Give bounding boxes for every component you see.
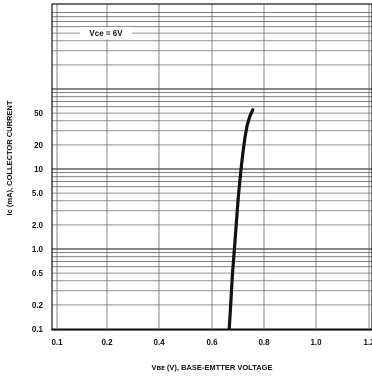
annotation-backdrop xyxy=(80,27,132,40)
y-tick-label: 0.5 xyxy=(32,269,44,278)
x-tick-labels: 0.1 0.2 0.4 0.6 0.8 1.0 1.2 xyxy=(51,338,372,347)
grid xyxy=(52,4,372,330)
y-tick-label: 0.2 xyxy=(32,301,44,310)
x-tick-label: 0.6 xyxy=(206,338,218,347)
y-tick-label: 50 xyxy=(34,109,43,118)
plot-frame xyxy=(51,3,372,331)
series-layer xyxy=(227,108,255,331)
annotations: Vce = 6V xyxy=(80,27,132,40)
y-tick-label: 10 xyxy=(34,165,43,174)
y-tick-label: 5.0 xyxy=(32,189,44,198)
y-tick-labels: 0.1 0.2 0.5 1.0 2.0 5.0 10 20 50 xyxy=(32,109,44,334)
x-tick-label: 0.4 xyxy=(153,338,165,347)
y-tick-label: 2.0 xyxy=(32,221,44,230)
x-tick-label: 1.2 xyxy=(363,338,372,347)
annotation-vce: Vce = 6V xyxy=(89,29,123,38)
x-axis-label: Vʙᴇ (V), BASE-EMTTER VOLTAGE xyxy=(151,363,272,372)
series-line-0 xyxy=(227,108,255,331)
x-tick-label: 0.8 xyxy=(258,338,270,347)
y-tick-label: 0.1 xyxy=(32,325,44,334)
x-tick-label: 0.2 xyxy=(101,338,113,347)
x-tick-label: 1.0 xyxy=(310,338,322,347)
y-axis-label: Ic (mA), COLLECTOR CURRENT xyxy=(5,100,14,215)
y-tick-label: 1.0 xyxy=(32,245,44,254)
y-tick-label: 20 xyxy=(34,141,43,150)
x-tick-label: 0.1 xyxy=(51,338,63,347)
